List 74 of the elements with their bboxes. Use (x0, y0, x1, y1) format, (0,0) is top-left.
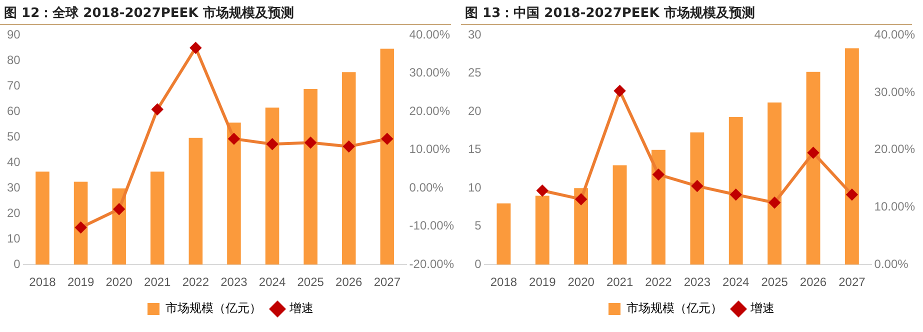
x-tick-label: 2027 (838, 275, 866, 290)
y2-tick-label: 30.00% (409, 66, 450, 80)
x-tick-label: 2021 (606, 275, 634, 290)
y-tick-label: 5 (474, 218, 482, 233)
y2-tick-label: 30.00% (874, 84, 916, 99)
y-tick-label: 40 (6, 154, 21, 169)
y-tick-label: 60 (6, 104, 21, 118)
x-tick-label: 2024 (722, 275, 750, 290)
bar (844, 48, 859, 265)
bar (652, 150, 666, 265)
y2-tick-label: 20.00% (409, 104, 450, 118)
x-tick-label: 2019 (529, 275, 556, 290)
y-tick-label: 20 (6, 206, 21, 220)
x-tick-label: 2025 (297, 275, 324, 290)
x-tick-label: 2022 (182, 275, 210, 290)
x-tick-label: 2023 (220, 275, 248, 290)
bar (265, 108, 280, 265)
y2-tick-label: 10.00% (409, 142, 450, 156)
y-tick-label: 20 (468, 104, 482, 118)
bar (768, 102, 782, 265)
x-tick-label: 2024 (258, 275, 286, 290)
x-tick-label: 2025 (761, 275, 788, 290)
bar (535, 196, 550, 265)
y-tick-label: 25 (468, 66, 482, 80)
x-tick-label: 2022 (645, 275, 672, 290)
y2-tick-label: 40.00% (409, 28, 450, 42)
y-tick-label: 80 (6, 53, 21, 67)
y-tick-label: 30 (468, 28, 482, 42)
y2-tick-label: 0.00% (874, 256, 909, 271)
bar (806, 72, 820, 265)
legend-label: 市场规模（亿元） (626, 301, 722, 316)
legend-label: 增速 (750, 301, 774, 316)
x-tick-label: 2018 (490, 275, 518, 290)
y-tick-label: 90 (6, 28, 21, 42)
bar (36, 172, 50, 265)
x-tick-label: 2023 (684, 275, 711, 290)
x-tick-label: 2020 (568, 275, 595, 290)
bar (304, 88, 318, 265)
y2-tick-label: -20.00% (409, 256, 454, 271)
bar (690, 132, 704, 265)
bar (728, 117, 743, 265)
legend-label: 市场规模（亿元） (166, 301, 262, 316)
bar (227, 122, 241, 265)
y2-tick-label: 0.00% (409, 180, 444, 194)
x-tick-label: 2020 (106, 275, 133, 290)
bar (574, 188, 588, 265)
y-tick-label: 0 (474, 256, 482, 271)
x-tick-label: 2019 (67, 275, 94, 290)
x-tick-label: 2021 (144, 275, 172, 290)
bar (380, 48, 394, 265)
y2-tick-label: 10.00% (874, 200, 916, 214)
y-tick-label: 30 (6, 180, 21, 194)
chart-title: 图 12：全球 2018-2027PEEK 市场规模及预测 (0, 0, 451, 25)
bar (612, 165, 627, 265)
x-tick-label: 2026 (800, 275, 827, 290)
y-tick-label: 0 (14, 256, 21, 271)
bar (150, 172, 164, 265)
y-tick-label: 15 (468, 142, 482, 156)
bar (188, 138, 203, 265)
bar (496, 203, 511, 265)
y-tick-label: 50 (6, 129, 21, 144)
y-tick-label: 70 (6, 78, 21, 92)
x-tick-label: 2026 (336, 275, 363, 290)
y2-tick-label: 40.00% (874, 28, 916, 42)
y2-tick-label: 20.00% (874, 142, 916, 156)
chart-title: 图 13：中国 2018-2027PEEK 市场规模及预测 (461, 0, 912, 25)
y-tick-label: 10 (6, 231, 21, 246)
y-tick-label: 10 (468, 180, 482, 194)
y2-tick-label: -10.00% (409, 218, 454, 233)
legend-label: 增速 (288, 301, 314, 316)
x-tick-label: 2018 (29, 275, 56, 290)
bar (342, 72, 356, 265)
bar (74, 182, 88, 265)
x-tick-label: 2027 (374, 275, 401, 290)
